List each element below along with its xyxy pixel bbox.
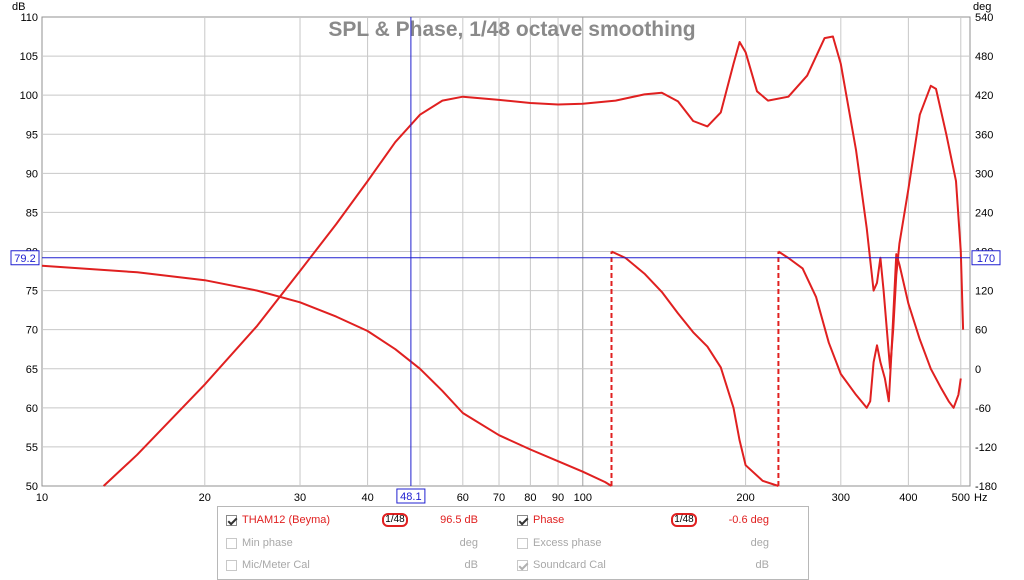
y-left-tick-label: 55 bbox=[26, 442, 38, 454]
cursor-y-right-readout-box bbox=[971, 250, 1001, 266]
y-right-tick-label: 300 bbox=[975, 168, 993, 180]
y-left-tick-label: 70 bbox=[26, 325, 38, 337]
x-unit-label: Hz bbox=[974, 492, 987, 504]
legend-panel: THAM12 (Beyma) 1/48 96.5 dB Phase 1/48 -… bbox=[217, 506, 809, 580]
excess-phase-label: Excess phase bbox=[533, 537, 602, 549]
x-tick-label: 30 bbox=[294, 492, 306, 504]
y-left-tick-label: 105 bbox=[20, 51, 38, 63]
cursor-x-readout: 48.1 bbox=[400, 491, 421, 503]
y-left-tick-label: 90 bbox=[26, 168, 38, 180]
y-left-tick-label: 75 bbox=[26, 286, 38, 298]
x-tick-label: 400 bbox=[899, 492, 917, 504]
mic-meter-cal-label: Mic/Meter Cal bbox=[242, 559, 310, 571]
excess-phase-value: deg bbox=[750, 537, 769, 549]
phase-trace bbox=[41, 264, 613, 487]
cursor-x-readout-box bbox=[396, 488, 426, 504]
soundcard-cal-label: Soundcard Cal bbox=[533, 559, 606, 571]
min-phase-label: Min phase bbox=[242, 537, 293, 549]
cursor-y-left-readout-box bbox=[10, 250, 40, 266]
y-left-axis-label: dB bbox=[12, 1, 25, 13]
chart-title: SPL & Phase, 1/48 octave smoothing bbox=[328, 18, 695, 41]
x-tick-label: 300 bbox=[832, 492, 850, 504]
y-right-tick-label: -60 bbox=[975, 403, 991, 415]
y-right-tick-label: -120 bbox=[975, 442, 997, 454]
y-left-tick-label: 65 bbox=[26, 364, 38, 376]
x-tick-label: 100 bbox=[574, 492, 592, 504]
y-left-tick-label: 85 bbox=[26, 207, 38, 219]
y-right-tick-label: 420 bbox=[975, 90, 993, 102]
phase-trace-checkbox[interactable] bbox=[517, 515, 528, 526]
y-right-tick-label: 0 bbox=[975, 364, 981, 376]
x-tick-label: 200 bbox=[736, 492, 754, 504]
y-right-tick-label: 120 bbox=[975, 286, 993, 298]
spl-trace bbox=[102, 35, 965, 487]
soundcard-cal-value: dB bbox=[755, 559, 769, 571]
x-tick-label: 500 bbox=[952, 492, 970, 504]
min-phase-value: deg bbox=[459, 537, 478, 549]
x-tick-label: 10 bbox=[36, 492, 48, 504]
spl-trace-label: THAM12 (Beyma) bbox=[242, 514, 331, 526]
y-left-tick-label: 60 bbox=[26, 403, 38, 415]
x-tick-label: 40 bbox=[361, 492, 373, 504]
x-tick-label: 60 bbox=[457, 492, 469, 504]
phase-smoothing-button[interactable]: 1/48 bbox=[671, 513, 697, 527]
phase-trace bbox=[777, 250, 962, 409]
y-left-tick-label: 110 bbox=[20, 12, 38, 24]
y-right-axis-label: deg bbox=[973, 1, 991, 13]
mic-meter-cal-value: dB bbox=[464, 559, 478, 571]
cursor-y-right-readout: 170 bbox=[977, 253, 995, 265]
excess-phase-checkbox[interactable] bbox=[517, 538, 528, 549]
x-tick-label: 80 bbox=[524, 492, 536, 504]
min-phase-checkbox[interactable] bbox=[226, 538, 237, 549]
cursor-y-left-readout: 79.2 bbox=[14, 253, 35, 265]
x-tick-label: 90 bbox=[552, 492, 564, 504]
phase-trace bbox=[611, 250, 779, 487]
mic-meter-cal-checkbox[interactable] bbox=[226, 560, 237, 571]
phase-trace-label: Phase bbox=[533, 514, 565, 526]
y-left-tick-label: 100 bbox=[20, 90, 38, 102]
y-right-tick-label: -180 bbox=[975, 481, 997, 493]
x-tick-label: 70 bbox=[493, 492, 505, 504]
spl-trace-checkbox[interactable] bbox=[226, 515, 237, 526]
spl-cursor-value: 96.5 dB bbox=[440, 514, 478, 526]
spl-smoothing-button[interactable]: 1/48 bbox=[382, 513, 408, 527]
y-right-tick-label: 240 bbox=[975, 207, 993, 219]
y-right-tick-label: 60 bbox=[975, 325, 987, 337]
y-left-tick-label: 50 bbox=[26, 481, 38, 493]
y-left-tick-label: 95 bbox=[26, 129, 38, 141]
x-tick-label: 20 bbox=[199, 492, 211, 504]
soundcard-cal-checkbox[interactable] bbox=[517, 560, 528, 571]
spl-phase-chart[interactable]: 10 20 30 40 60 70 80 90 100 200 300 400 500 Hz 50 55 60 6… bbox=[0, 0, 1024, 505]
phase-cursor-value: -0.6 deg bbox=[728, 514, 769, 526]
y-right-tick-label: 360 bbox=[975, 129, 993, 141]
y-right-tick-label: 480 bbox=[975, 51, 993, 63]
y-right-tick-label: 540 bbox=[975, 12, 993, 24]
